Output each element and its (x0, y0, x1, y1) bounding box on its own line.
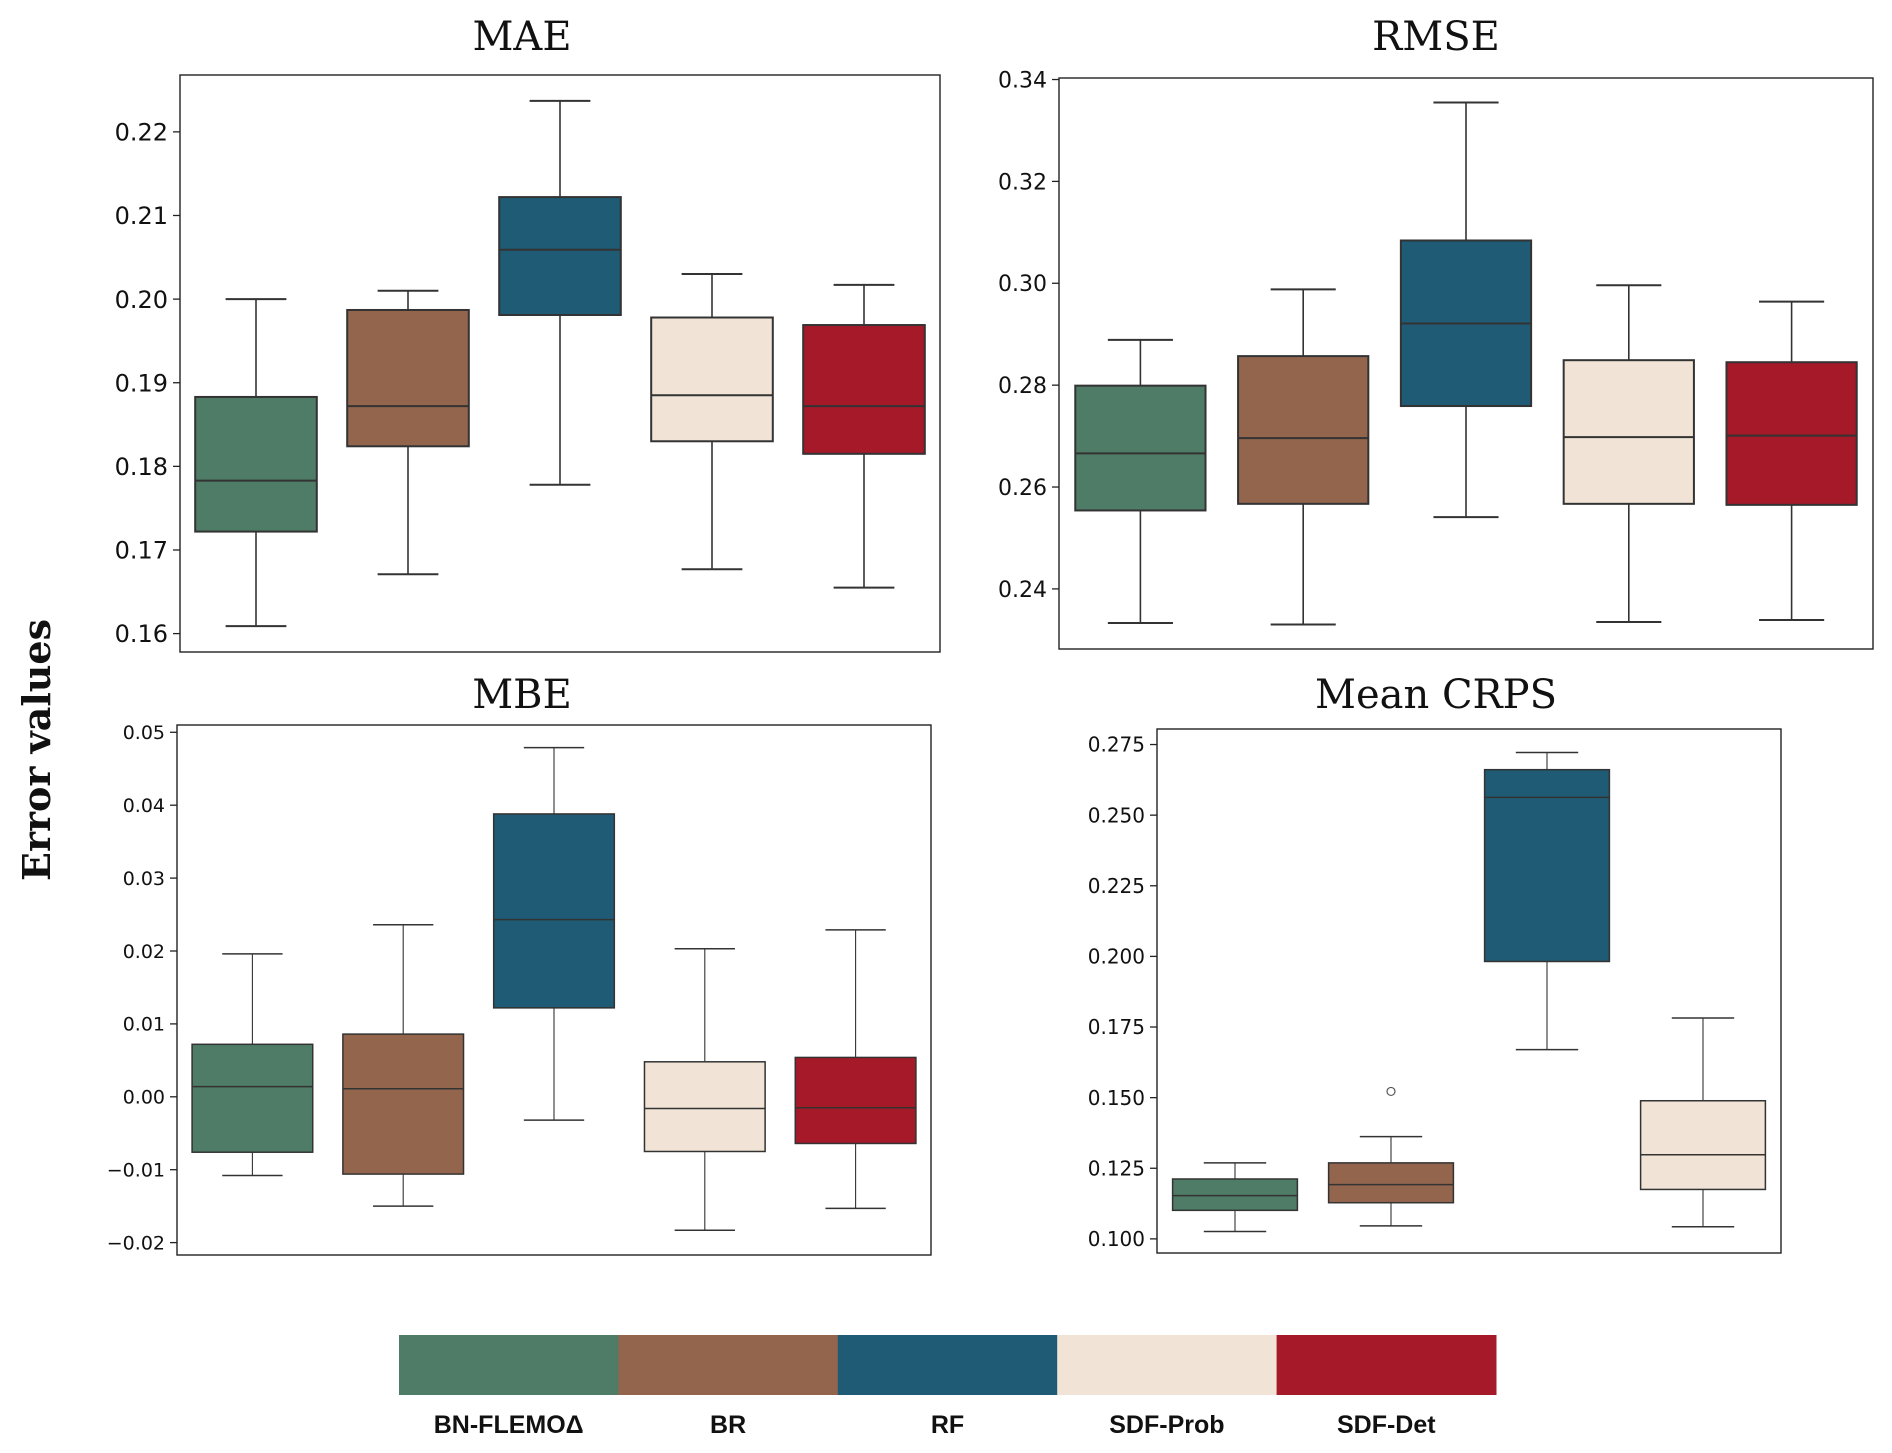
legend-label: SDF-Det (1337, 1411, 1436, 1439)
subplot-title: RMSE (1372, 14, 1500, 60)
iqr-box (1074, 384, 1207, 512)
box-br (346, 289, 470, 576)
box-bn-flemo (191, 953, 314, 1177)
box-bn-flemo (1171, 1162, 1299, 1233)
box-bn-flemo (194, 298, 318, 628)
axes-frame (176, 724, 932, 1256)
iqr-box (191, 1043, 314, 1153)
y-tick-label: 0.03 (123, 868, 165, 890)
box-sdf-prob (1562, 284, 1695, 624)
y-tick-label: 0.21 (115, 202, 168, 230)
y-tick-label: 0.19 (115, 369, 168, 397)
subplot-title: Mean CRPS (1315, 672, 1557, 718)
box-rf (492, 746, 616, 1121)
legend-item: RF (837, 1335, 1058, 1439)
y-tick-label: −0.01 (107, 1160, 165, 1182)
iqr-box (1562, 359, 1695, 505)
iqr-box (643, 1061, 766, 1153)
y-tick-label: 0.26 (998, 476, 1047, 501)
y-tick-label: 0.250 (1088, 803, 1145, 827)
outlier-point (1386, 1086, 1396, 1097)
legend-label: BN-FLEMOΔ (434, 1411, 584, 1439)
axes-frame (1156, 728, 1782, 1254)
box-br (342, 924, 465, 1207)
iqr-box (794, 1056, 917, 1145)
y-tick-label: 0.05 (123, 722, 165, 744)
y-tick-label: 0.275 (1088, 733, 1145, 757)
y-tick-label: 0.02 (123, 941, 165, 963)
box-sdf-prob (650, 273, 774, 571)
iqr-box (650, 316, 774, 443)
box-br (1327, 1086, 1455, 1227)
box-br (1237, 288, 1370, 626)
legend-swatch (618, 1335, 839, 1395)
axes-frame (179, 74, 941, 653)
box-sdf-det (802, 283, 926, 589)
y-tick-label: 0.100 (1088, 1227, 1145, 1251)
box-rf (498, 99, 622, 486)
legend-item: SDF-Det (1276, 1335, 1497, 1439)
iqr-box (346, 308, 470, 448)
y-tick-label: 0.125 (1088, 1156, 1145, 1180)
legend-label: SDF-Prob (1109, 1411, 1224, 1439)
iqr-box (498, 196, 622, 316)
box-rf (1399, 101, 1533, 519)
y-tick-label: 0.175 (1088, 1015, 1145, 1039)
y-tick-label: 0.30 (998, 272, 1047, 297)
y-tick-label: 0.01 (123, 1014, 165, 1036)
figure-ylabel: Error values (14, 619, 59, 881)
legend-swatch (837, 1335, 1058, 1395)
box-sdf-prob (1639, 1017, 1767, 1228)
legend-swatch (1057, 1335, 1278, 1395)
y-tick-label: 0.17 (115, 537, 168, 565)
legend-swatch (399, 1335, 619, 1395)
y-tick-label: 0.22 (115, 119, 168, 147)
iqr-box (1171, 1178, 1299, 1212)
box-sdf-det (1725, 300, 1858, 621)
iqr-box (342, 1033, 465, 1175)
iqr-box (1327, 1162, 1455, 1204)
y-tick-label: 0.200 (1088, 945, 1145, 969)
legend-item: BN-FLEMOΔ (399, 1335, 619, 1439)
subplot-rmse: RMSE 0.24 0.26 0.28 0.30 0.32 0.34 (998, 14, 1874, 650)
iqr-box (1237, 355, 1370, 505)
subplot-title: MBE (472, 672, 572, 718)
subplot-mae: MAE 0.16 0.17 0.18 0.19 0.20 0.21 0.22 (115, 14, 941, 653)
subplot-mbe: MBE −0.02 −0.01 0.00 0.01 0.02 0.03 0.04 0.05 (107, 672, 932, 1256)
y-tick-label: 0.28 (998, 374, 1047, 399)
y-tick-label: 0.20 (115, 286, 168, 314)
y-tick-label: 0.16 (115, 620, 168, 648)
legend-swatch (1276, 1335, 1497, 1395)
iqr-box (802, 324, 926, 455)
legend-item: BR (618, 1335, 839, 1439)
iqr-box (1483, 768, 1611, 963)
y-tick-label: 0.150 (1088, 1086, 1145, 1110)
y-tick-label: 0.225 (1088, 874, 1145, 898)
y-tick-label: 0.04 (123, 795, 165, 817)
iqr-box (1725, 361, 1858, 506)
legend-label: RF (931, 1411, 964, 1439)
iqr-box (1639, 1099, 1767, 1191)
box-rf (1483, 751, 1611, 1051)
y-tick-label: 0.34 (998, 68, 1047, 93)
legend: BN-FLEMOΔ BR RF SDF-Prob SDF-Det (399, 1335, 1497, 1439)
axes-frame (1058, 77, 1874, 650)
box-sdf-det (794, 929, 917, 1210)
subplot-mean-crps: Mean CRPS 0.100 0.125 0.150 0.175 0.200 0.225 0… (1088, 672, 1782, 1254)
y-tick-label: 0.32 (998, 170, 1047, 195)
iqr-box (194, 395, 318, 533)
box-sdf-prob (643, 948, 766, 1231)
y-tick-label: 0.24 (998, 578, 1047, 603)
legend-item: SDF-Prob (1057, 1335, 1278, 1439)
iqr-box (492, 813, 616, 1009)
legend-label: BR (710, 1411, 746, 1439)
box-bn-flemo (1074, 338, 1207, 625)
y-tick-label: 0.00 (123, 1087, 165, 1109)
subplot-title: MAE (472, 14, 571, 60)
y-tick-label: 0.18 (115, 453, 168, 481)
y-tick-label: −0.02 (107, 1232, 165, 1254)
